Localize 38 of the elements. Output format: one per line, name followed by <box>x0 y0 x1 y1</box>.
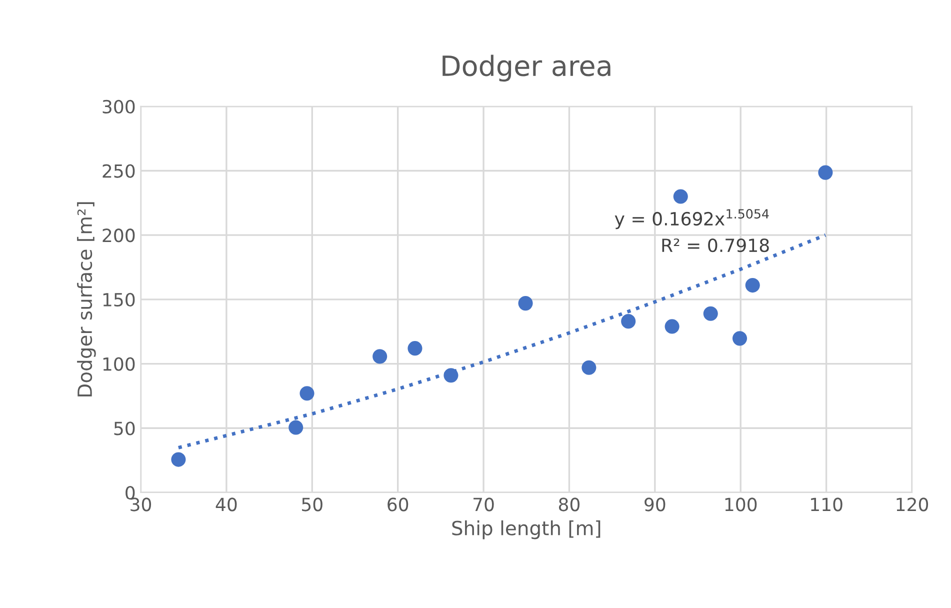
point <box>818 165 833 180</box>
y-tick-label: 300 <box>102 100 135 114</box>
point <box>518 296 533 311</box>
x-tick-label: 50 <box>302 498 322 512</box>
point <box>582 360 596 375</box>
point <box>703 306 718 321</box>
point <box>171 452 186 467</box>
x-tick-label: 120 <box>896 498 928 512</box>
point <box>621 314 636 329</box>
point <box>408 341 422 356</box>
point <box>673 189 688 204</box>
annotation: y = 0.1692x$^{1.5054}$ <box>614 209 769 230</box>
point <box>444 368 458 383</box>
point <box>288 420 304 435</box>
chart-title: Dodger area <box>442 54 610 82</box>
x-tick-label: 70 <box>474 498 494 512</box>
y-tick-label: 150 <box>103 292 135 307</box>
y-tick-label: 50 <box>114 422 135 436</box>
point <box>372 349 388 364</box>
y-tick-label: 100 <box>103 357 135 371</box>
y-tick-label: 0 <box>126 486 135 500</box>
x-tick-label: 60 <box>388 498 408 512</box>
annotation: R² = 0.7918 <box>662 238 769 252</box>
x-tick-label: 80 <box>558 498 580 512</box>
line-series <box>176 233 828 450</box>
y-tick-label: 250 <box>102 164 135 178</box>
x-tick-label: 90 <box>644 498 666 512</box>
point <box>732 331 748 346</box>
point <box>300 386 314 401</box>
point <box>745 278 760 293</box>
y-axis-title: Dodger surface [m²] <box>77 202 96 396</box>
y-tick-label: 200 <box>102 228 135 242</box>
point <box>664 319 680 334</box>
x-tick-label: 40 <box>216 498 237 512</box>
x-tick-label: 30 <box>130 498 152 512</box>
x-tick-label: 100 <box>725 498 757 512</box>
x-axis-title: Ship length [m] <box>452 520 600 540</box>
x-tick-label: 110 <box>811 498 842 512</box>
